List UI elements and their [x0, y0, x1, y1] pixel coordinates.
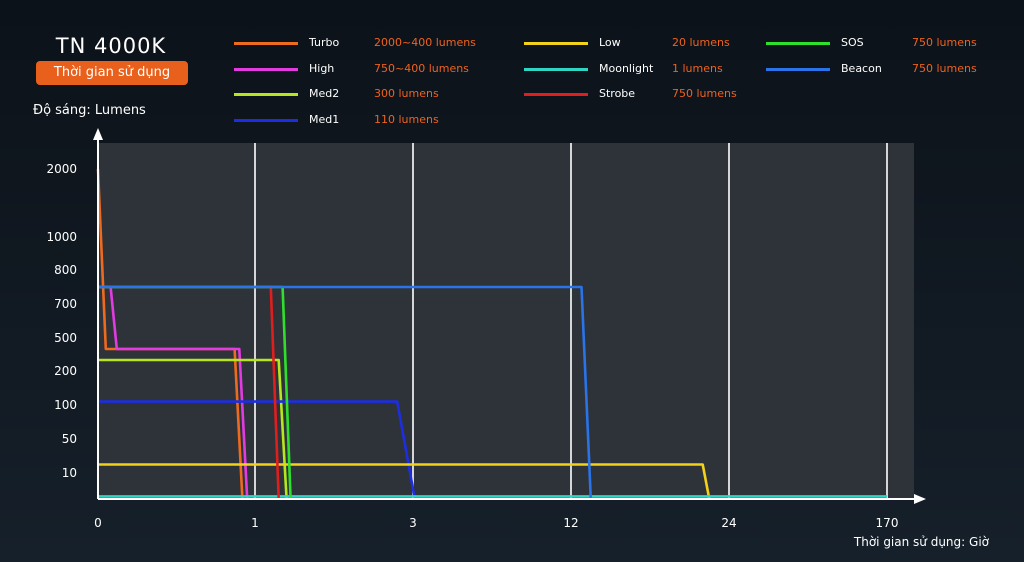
legend-swatch — [766, 42, 830, 45]
legend-name: Beacon — [841, 62, 882, 75]
legend-name: Med2 — [309, 87, 340, 100]
legend-lumens: 300 lumens — [374, 87, 439, 100]
series-line-beacon — [98, 285, 593, 500]
legend-name: Low — [599, 36, 621, 49]
series-line-low — [98, 463, 711, 500]
legend-swatch — [524, 68, 588, 71]
legend-swatch — [234, 119, 298, 122]
y-tick-label: 700 — [54, 297, 77, 311]
usage-time-badge: Thời gian sử dụng — [36, 61, 188, 85]
y-tick-label: 10 — [62, 466, 77, 480]
legend-lumens: 750 lumens — [912, 36, 977, 49]
legend-lumens: 750 lumens — [912, 62, 977, 75]
y-axis-label: Độ sáng: Lumens — [33, 103, 146, 118]
legend-swatch — [766, 68, 830, 71]
legend: Turbo 2000~400 lumens High 750~400 lumens Me… — [0, 0, 1024, 130]
legend-swatch — [524, 42, 588, 45]
legend-lumens: 750 lumens — [672, 87, 737, 100]
legend-swatch — [234, 93, 298, 96]
y-tick-label: 50 — [62, 432, 77, 446]
x-tick-label: 0 — [94, 516, 102, 530]
plot-background — [98, 143, 914, 499]
x-tick-label: 3 — [409, 516, 417, 530]
legend-name: Moonlight — [599, 62, 654, 75]
chart-title: TN 4000K — [55, 34, 167, 58]
y-tick-label: 500 — [54, 331, 77, 345]
legend-swatch — [524, 93, 588, 96]
x-tick-label: 170 — [876, 516, 899, 530]
legend-swatch — [234, 68, 298, 71]
y-tick-label: 100 — [54, 398, 77, 412]
legend-lumens: 20 lumens — [672, 36, 730, 49]
legend-lumens: 1 lumens — [672, 62, 723, 75]
x-tick-label: 1 — [251, 516, 259, 530]
legend-swatch — [234, 42, 298, 45]
series-line-med1 — [98, 400, 417, 500]
legend-lumens: 110 lumens — [374, 113, 439, 126]
y-tick-label: 1000 — [46, 230, 77, 244]
legend-lumens: 2000~400 lumens — [374, 36, 476, 49]
y-tick-label: 200 — [54, 364, 77, 378]
legend-name: Strobe — [599, 87, 636, 100]
legend-name: Turbo — [309, 36, 340, 49]
y-axis-arrow — [93, 128, 103, 140]
legend-name: High — [309, 62, 335, 75]
x-tick-label: 12 — [563, 516, 578, 530]
x-axis-label: Thời gian sử dụng: Giờ — [853, 535, 989, 549]
legend-name: SOS — [841, 36, 864, 49]
x-tick-label: 24 — [721, 516, 736, 530]
y-tick-label: 2000 — [46, 162, 77, 176]
legend-lumens: 750~400 lumens — [374, 62, 469, 75]
series-line-med2 — [98, 358, 288, 500]
y-tick-label: 800 — [54, 263, 77, 277]
legend-name: Med1 — [309, 113, 340, 126]
x-axis-arrow — [914, 494, 926, 504]
